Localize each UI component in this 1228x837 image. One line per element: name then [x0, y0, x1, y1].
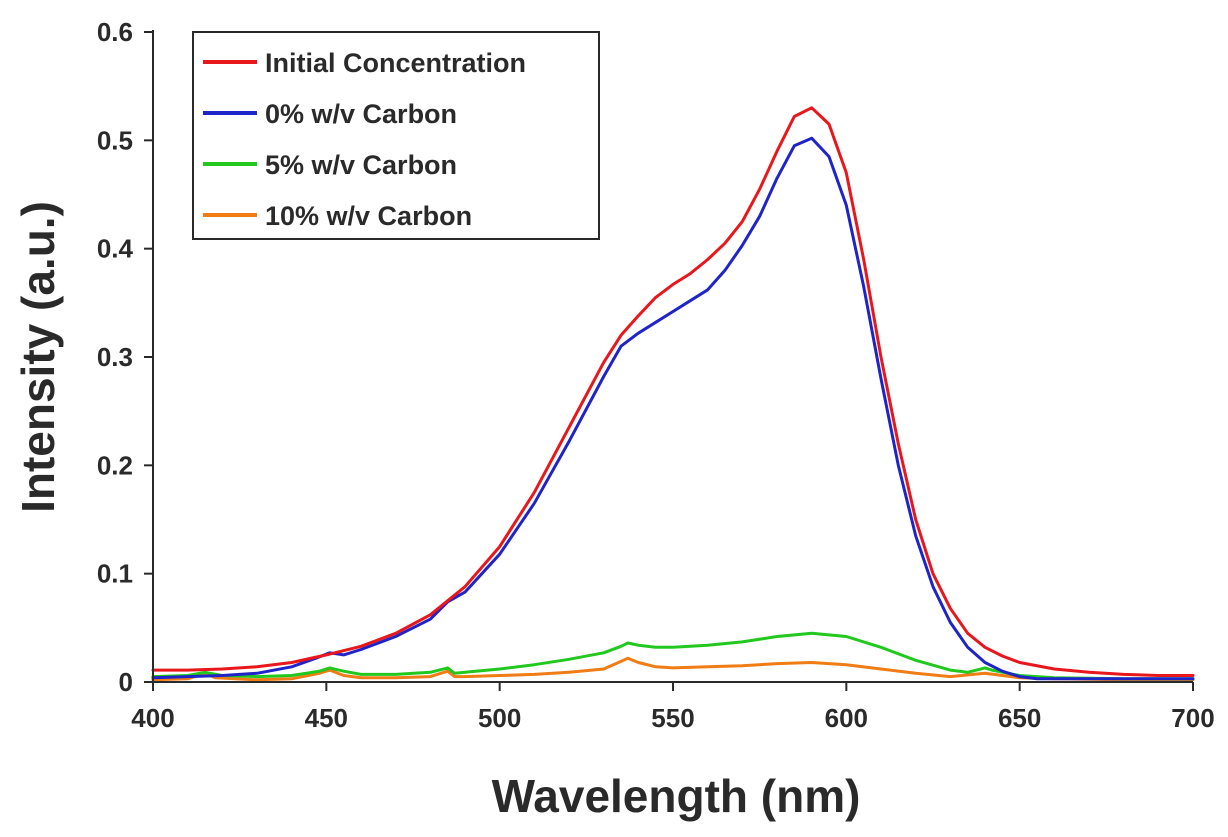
x-tick-label: 600	[825, 703, 868, 733]
x-tick-label: 450	[305, 703, 348, 733]
y-tick-label: 0.1	[97, 559, 133, 589]
y-tick-label: 0.6	[97, 17, 133, 47]
legend-box	[192, 31, 600, 240]
x-tick-label: 550	[651, 703, 694, 733]
x-tick-label: 700	[1171, 703, 1214, 733]
legend-label-3: 10% w/v Carbon	[265, 201, 472, 231]
x-tick-label: 500	[478, 703, 521, 733]
series-line-3	[151, 656, 1195, 682]
x-tick-label: 650	[998, 703, 1041, 733]
series-line-0	[151, 106, 1195, 677]
axes: 400 450 500 550 600 650 700 0 0.1 0.2 0.3 0.4 0.5 0.6	[97, 17, 1215, 733]
legend-label-0: Initial Concentration	[265, 48, 526, 78]
y-axis-title: Intensity (a.u.)	[12, 201, 64, 513]
legend-label-2: 5% w/v Carbon	[265, 150, 457, 180]
x-tick-label: 400	[131, 703, 174, 733]
y-tick-label: 0.2	[97, 450, 133, 480]
x-axis-title: Wavelength (nm)	[492, 770, 861, 822]
y-tick-label: 0.3	[97, 342, 133, 372]
y-tick-label: 0.5	[97, 125, 133, 155]
plot-area	[151, 106, 1195, 682]
legend: Initial Concentration 0% w/v Carbon 5% w/v…	[192, 31, 600, 240]
series-line-2	[151, 631, 1195, 681]
y-tick-label: 0.4	[97, 234, 134, 264]
legend-label-1: 0% w/v Carbon	[265, 99, 457, 129]
y-tick-label: 0	[119, 667, 133, 697]
series-line-1	[151, 136, 1195, 681]
